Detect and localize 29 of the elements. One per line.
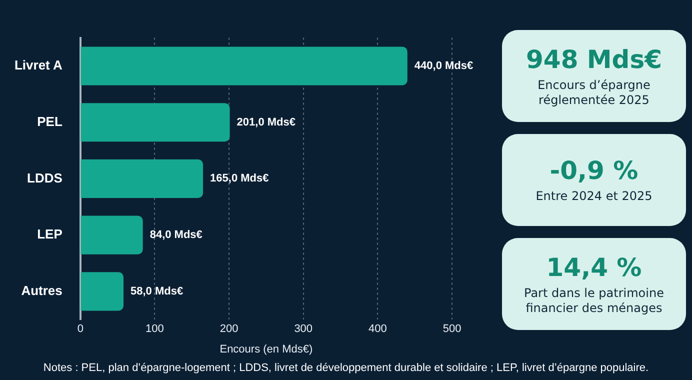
bar — [80, 216, 143, 254]
x-tick-label: 0 — [77, 323, 84, 336]
text: 948 Mds€ — [526, 44, 662, 74]
x-axis-title: Encours (en Mds€) — [220, 343, 313, 356]
x-tick-label: 200 — [220, 323, 238, 336]
x-tick-label: 300 — [294, 323, 313, 336]
x-tick-label: 400 — [368, 323, 387, 336]
bar — [80, 46, 408, 86]
data-label: 58,0 Mds€ — [130, 285, 184, 298]
text: Notes : PEL, plan d’épargne-logement ; LDDS, livret de développement durable et solidaire ; LEP, livret d’épargne populaire. — [42, 362, 650, 374]
text: 14,4 % — [546, 252, 642, 282]
y-tick-label: Livret A — [14, 58, 64, 73]
text: -0,9 % — [550, 156, 638, 186]
y-tick-label: LEP — [37, 226, 63, 242]
y-tick-label: PEL — [37, 114, 62, 129]
y-tick-label: LDDS — [27, 170, 63, 186]
bar — [80, 159, 204, 198]
bar — [80, 272, 124, 311]
data-label: 84,0 Mds€ — [150, 229, 202, 242]
data-label: 440,0 Mds€ — [414, 60, 474, 72]
x-tick-label: 500 — [442, 323, 462, 336]
data-label: 165,0 Mds€ — [210, 172, 269, 185]
text: Part dans le patrimoine financier des ménages — [523, 286, 665, 316]
text: Encours d’épargne réglementée 2025 — [536, 78, 652, 108]
x-tick-label: 100 — [146, 323, 164, 336]
text: Entre 2024 et 2025 — [534, 189, 654, 204]
y-tick-label: Autres — [21, 283, 62, 298]
data-label: 201,0 Mds€ — [236, 116, 296, 128]
bar — [80, 103, 230, 142]
